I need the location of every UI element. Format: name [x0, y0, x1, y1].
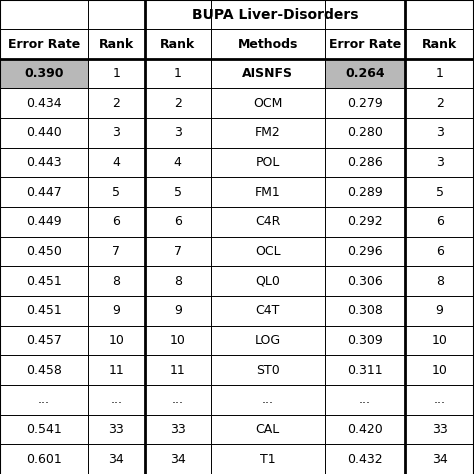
- Text: 0.450: 0.450: [26, 245, 62, 258]
- Text: T1: T1: [260, 453, 275, 465]
- Text: 0.390: 0.390: [24, 67, 64, 80]
- Text: 0.296: 0.296: [347, 245, 383, 258]
- Bar: [0, 59, 88, 89]
- Text: BUPA Liver-Disorders: BUPA Liver-Disorders: [191, 8, 358, 22]
- Text: 0.440: 0.440: [26, 127, 62, 139]
- Text: ST0: ST0: [256, 364, 280, 377]
- Text: 11: 11: [108, 364, 124, 377]
- Text: 4: 4: [174, 156, 182, 169]
- Text: OCM: OCM: [253, 97, 283, 110]
- Text: 6: 6: [436, 245, 444, 258]
- Text: 7: 7: [174, 245, 182, 258]
- Text: 9: 9: [112, 304, 120, 318]
- Text: 0.434: 0.434: [26, 97, 62, 110]
- Text: 1: 1: [174, 67, 182, 80]
- Text: 8: 8: [174, 275, 182, 288]
- Text: 33: 33: [170, 423, 186, 436]
- Text: 6: 6: [436, 215, 444, 228]
- Text: 6: 6: [112, 215, 120, 228]
- Text: 4: 4: [112, 156, 120, 169]
- Text: 0.457: 0.457: [26, 334, 62, 347]
- Text: Rank: Rank: [160, 37, 195, 51]
- Text: 0.280: 0.280: [347, 127, 383, 139]
- Text: 34: 34: [170, 453, 186, 465]
- Text: 10: 10: [432, 364, 447, 377]
- Text: 33: 33: [108, 423, 124, 436]
- Text: 2: 2: [112, 97, 120, 110]
- Text: 0.311: 0.311: [347, 364, 383, 377]
- Text: 33: 33: [432, 423, 447, 436]
- Text: 1: 1: [112, 67, 120, 80]
- Text: POL: POL: [255, 156, 280, 169]
- Text: 0.449: 0.449: [26, 215, 62, 228]
- Text: 0.279: 0.279: [347, 97, 383, 110]
- Text: 34: 34: [108, 453, 124, 465]
- Text: 10: 10: [432, 334, 447, 347]
- Text: C4R: C4R: [255, 215, 281, 228]
- Text: CAL: CAL: [255, 423, 280, 436]
- Text: LOG: LOG: [255, 334, 281, 347]
- Text: Methods: Methods: [237, 37, 298, 51]
- Text: ...: ...: [262, 393, 274, 406]
- Text: 8: 8: [112, 275, 120, 288]
- Text: 3: 3: [436, 127, 444, 139]
- Text: 0.601: 0.601: [26, 453, 62, 465]
- Text: 5: 5: [436, 186, 444, 199]
- Text: ...: ...: [172, 393, 184, 406]
- Text: 8: 8: [436, 275, 444, 288]
- Text: 0.420: 0.420: [347, 423, 383, 436]
- Text: FM1: FM1: [255, 186, 281, 199]
- Text: ...: ...: [359, 393, 371, 406]
- Text: 11: 11: [170, 364, 186, 377]
- Text: 3: 3: [112, 127, 120, 139]
- Text: 0.451: 0.451: [26, 275, 62, 288]
- Text: 0.309: 0.309: [347, 334, 383, 347]
- Bar: [325, 59, 405, 89]
- Text: 10: 10: [170, 334, 186, 347]
- Text: 3: 3: [174, 127, 182, 139]
- Text: 0.432: 0.432: [347, 453, 383, 465]
- Text: Error Rate: Error Rate: [8, 37, 80, 51]
- Text: 2: 2: [174, 97, 182, 110]
- Text: C4T: C4T: [255, 304, 280, 318]
- Text: 0.292: 0.292: [347, 215, 383, 228]
- Text: FM2: FM2: [255, 127, 281, 139]
- Text: 0.289: 0.289: [347, 186, 383, 199]
- Text: 0.458: 0.458: [26, 364, 62, 377]
- Text: 0.306: 0.306: [347, 275, 383, 288]
- Text: 9: 9: [174, 304, 182, 318]
- Text: 1: 1: [436, 67, 444, 80]
- Text: ...: ...: [110, 393, 122, 406]
- Text: 0.451: 0.451: [26, 304, 62, 318]
- Text: Rank: Rank: [99, 37, 134, 51]
- Text: Rank: Rank: [422, 37, 457, 51]
- Text: QL0: QL0: [255, 275, 280, 288]
- Text: 0.286: 0.286: [347, 156, 383, 169]
- Text: 9: 9: [436, 304, 444, 318]
- Text: 0.308: 0.308: [347, 304, 383, 318]
- Text: 0.541: 0.541: [26, 423, 62, 436]
- Text: ...: ...: [434, 393, 446, 406]
- Text: AISNFS: AISNFS: [242, 67, 293, 80]
- Text: 3: 3: [436, 156, 444, 169]
- Text: 10: 10: [108, 334, 124, 347]
- Text: 0.447: 0.447: [26, 186, 62, 199]
- Text: 5: 5: [112, 186, 120, 199]
- Text: 6: 6: [174, 215, 182, 228]
- Text: 0.264: 0.264: [345, 67, 385, 80]
- Text: 0.443: 0.443: [26, 156, 62, 169]
- Text: 34: 34: [432, 453, 447, 465]
- Text: 7: 7: [112, 245, 120, 258]
- Text: Error Rate: Error Rate: [329, 37, 401, 51]
- Text: 2: 2: [436, 97, 444, 110]
- Text: ...: ...: [38, 393, 50, 406]
- Text: OCL: OCL: [255, 245, 281, 258]
- Text: 5: 5: [174, 186, 182, 199]
